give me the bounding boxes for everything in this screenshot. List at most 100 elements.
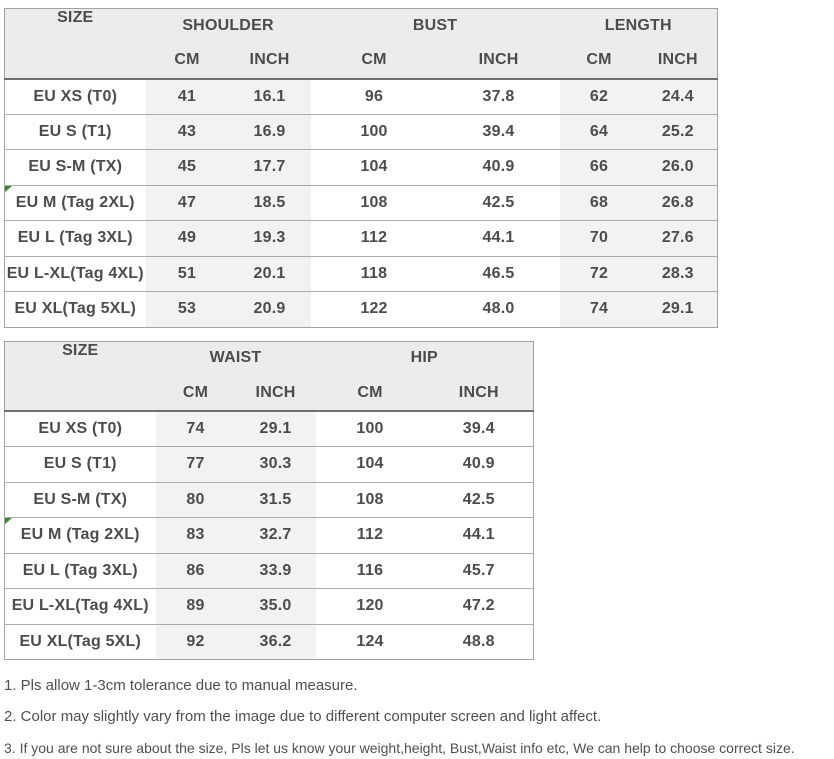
measurement-value-cell: 31.5: [259, 490, 292, 508]
size-row: EU S-M (TX) 80 31.5 108 42.5: [4, 482, 534, 518]
measurement-group-header: SHOULDER: [145, 8, 311, 43]
measurement-value-cell: 39.4: [482, 122, 515, 140]
measurement-value-cell: 29.1: [661, 300, 694, 318]
measurement-value-cell: 62: [589, 87, 609, 105]
green-corner-marker-icon: [5, 518, 12, 524]
size-label-cell: EU L (Tag 3XL): [22, 561, 138, 579]
size-row: EU S-M (TX) 45 17.7 104 40.9 66 26.0: [4, 149, 718, 186]
header-group-row: SIZE WAIST HIP: [4, 341, 534, 411]
size-row: EU XL(Tag 5XL) 53 20.9 122 48.0 74 29.1: [4, 291, 718, 328]
size-label-cell: EU XL(Tag 5XL): [19, 632, 142, 650]
measurement-value-cell: 44.1: [482, 229, 515, 247]
unit-header: CM: [145, 42, 229, 79]
measurement-value-cell: 83: [186, 526, 205, 544]
measurement-value-cell: 104: [356, 455, 384, 473]
header-unit-row: CM INCH CM INCH CM INCH: [5, 42, 718, 79]
measurement-value-cell: 45: [177, 158, 197, 176]
size-label-cell: EU S-M (TX): [28, 158, 123, 176]
measurement-value-cell: 24.4: [661, 87, 694, 105]
size-chart-table-shoulder-bust-length: SIZE SHOULDER BUST LENGTH CM INCH CM INCH CM INCH…: [4, 8, 719, 328]
measurement-value-cell: 28.3: [661, 264, 694, 282]
table-header: SIZE WAIST HIP CM INCH CM INCH: [4, 341, 534, 411]
size-label-cell: EU S-M (TX): [33, 490, 128, 508]
size-label-cell: EU XS (T0): [33, 87, 118, 105]
green-corner-marker-icon: [5, 185, 12, 192]
measurement-value-cell: 86: [186, 561, 205, 579]
measurement-value-cell: 39.4: [462, 420, 495, 437]
measurement-value-cell: 120: [356, 597, 384, 615]
measurement-value-cell: 42.5: [462, 490, 495, 508]
measurement-value-cell: 124: [356, 632, 384, 650]
measurement-value-cell: 100: [356, 420, 384, 437]
measurement-value-cell: 68: [589, 193, 609, 211]
measurement-value-cell: 45.7: [462, 561, 495, 579]
size-column-header: SIZE: [4, 8, 146, 79]
size-label-cell: EU L-XL(Tag 4XL): [11, 597, 149, 615]
measurement-value-cell: 19.3: [253, 229, 286, 247]
unit-header: INCH: [638, 42, 718, 79]
size-label-cell: EU S (T1): [43, 455, 117, 473]
table-body: EU XS (T0) 41 16.1 96 37.8 62 24.4 EU S (T1) 43 1…: [4, 79, 718, 328]
measurement-value-cell: 26.0: [661, 158, 694, 176]
measurement-value-cell: 108: [360, 193, 388, 211]
measurement-group-header: BUST: [310, 8, 560, 43]
unit-header: CM: [315, 375, 425, 411]
measurement-value-cell: 27.6: [661, 229, 694, 247]
measurement-value-cell: 43: [177, 122, 197, 140]
measurement-value-cell: 49: [177, 229, 197, 247]
size-column-header: SIZE: [4, 341, 156, 411]
measurement-value-cell: 72: [589, 264, 609, 282]
measurement-value-cell: 29.1: [259, 420, 292, 437]
measurement-value-cell: 16.9: [253, 122, 286, 140]
measurement-value-cell: 46.5: [482, 264, 515, 282]
measurement-value-cell: 30.3: [259, 455, 292, 473]
measurement-value-cell: 37.8: [482, 87, 515, 105]
size-row: EU M (Tag 2XL) 83 32.7 112 44.1: [4, 517, 534, 554]
measurement-value-cell: 20.9: [253, 300, 286, 318]
size-label-cell: EU L (Tag 3XL): [17, 229, 133, 247]
measurement-value-cell: 112: [360, 229, 388, 247]
size-label-cell: EU XL(Tag 5XL): [14, 300, 137, 318]
measurement-group-header: WAIST: [155, 341, 316, 375]
measurement-value-cell: 96: [364, 87, 384, 105]
measurement-value-cell: 20.1: [253, 264, 286, 282]
measurement-group-header: HIP: [315, 341, 534, 375]
measurement-value-cell: 18.5: [253, 193, 286, 211]
measurement-value-cell: 64: [589, 122, 609, 140]
measurement-value-cell: 48.8: [462, 632, 495, 650]
measurement-value-cell: 47.2: [462, 597, 495, 615]
size-label-cell: EU M (Tag 2XL): [5, 185, 146, 221]
measurement-value-cell: 44.1: [462, 526, 495, 544]
measurement-value-cell: 51: [177, 264, 197, 282]
measurement-value-cell: 118: [360, 264, 388, 282]
header-group-row: SIZE SHOULDER BUST LENGTH: [4, 8, 718, 79]
measurement-value-cell: 33.9: [259, 561, 292, 579]
size-row: EU L-XL(Tag 4XL) 51 20.1 118 46.5 72 28.3: [4, 256, 718, 292]
measurement-value-cell: 80: [186, 490, 205, 508]
unit-header: CM: [559, 42, 639, 79]
note-tolerance: 1. Pls allow 1-3cm tolerance due to manu…: [4, 677, 358, 694]
size-row: EU L (Tag 3XL) 49 19.3 112 44.1 70 27.6: [4, 220, 718, 257]
measurement-value-cell: 47: [177, 193, 197, 211]
size-row: EU L-XL(Tag 4XL) 89 35.0 120 47.2: [4, 588, 534, 625]
measurement-value-cell: 74: [589, 300, 609, 318]
measurement-value-cell: 35.0: [259, 597, 292, 615]
measurement-value-cell: 25.2: [661, 122, 694, 140]
unit-header: INCH: [235, 375, 316, 411]
size-row: EU M (Tag 2XL) 47 18.5 108 42.5 68 26.8: [4, 185, 718, 221]
measurement-value-cell: 40.9: [462, 455, 495, 473]
note-color-variance: 2. Color may slightly vary from the imag…: [4, 708, 602, 725]
measurement-value-cell: 100: [360, 122, 388, 140]
measurement-value-cell: 26.8: [661, 193, 694, 211]
size-row: EU S (T1) 43 16.9 100 39.4 64 25.2: [4, 114, 718, 150]
measurement-value-cell: 108: [356, 490, 384, 508]
measurement-value-cell: 36.2: [259, 632, 292, 650]
size-chart-notes: 1. Pls allow 1-3cm tolerance due to manu…: [4, 677, 834, 757]
header-unit-row: CM INCH CM INCH: [5, 375, 534, 411]
measurement-value-cell: 74: [186, 420, 205, 437]
table-header: SIZE SHOULDER BUST LENGTH CM INCH CM INCH CM INCH: [4, 8, 718, 79]
measurement-value-cell: 32.7: [259, 526, 292, 544]
measurement-value-cell: 116: [356, 561, 384, 579]
table-body: EU XS (T0) 74 29.1 100 39.4 EU S (T1) 77 30.3 10…: [4, 411, 534, 660]
